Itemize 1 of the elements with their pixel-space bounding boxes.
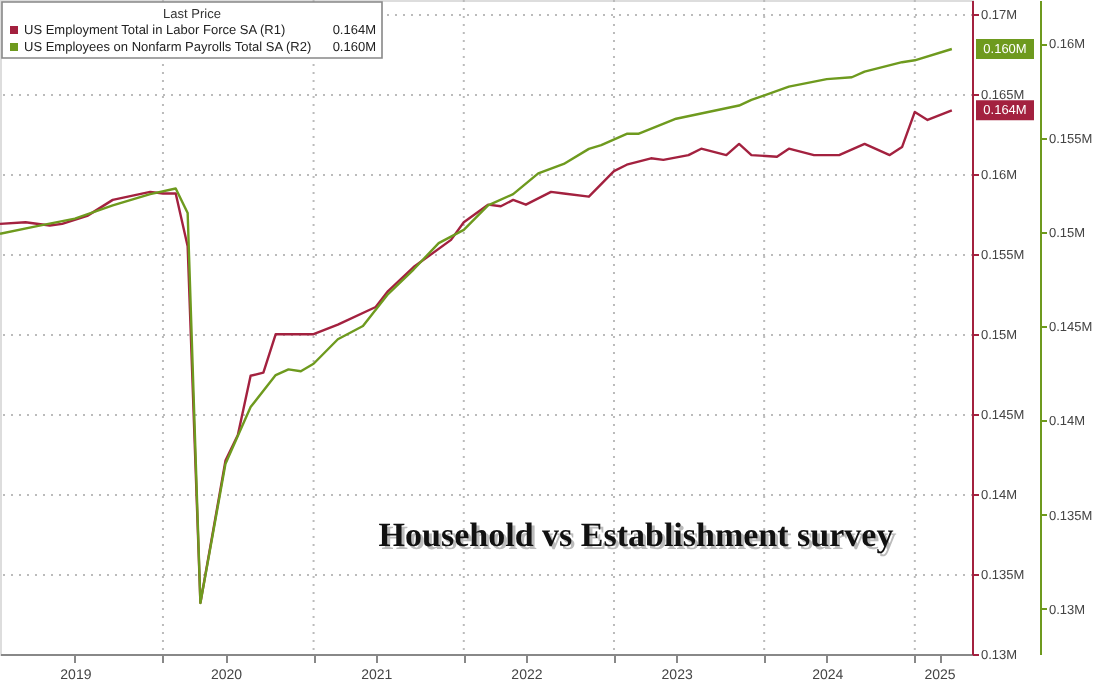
annotation: Household vs Establishment survey xyxy=(381,519,898,557)
